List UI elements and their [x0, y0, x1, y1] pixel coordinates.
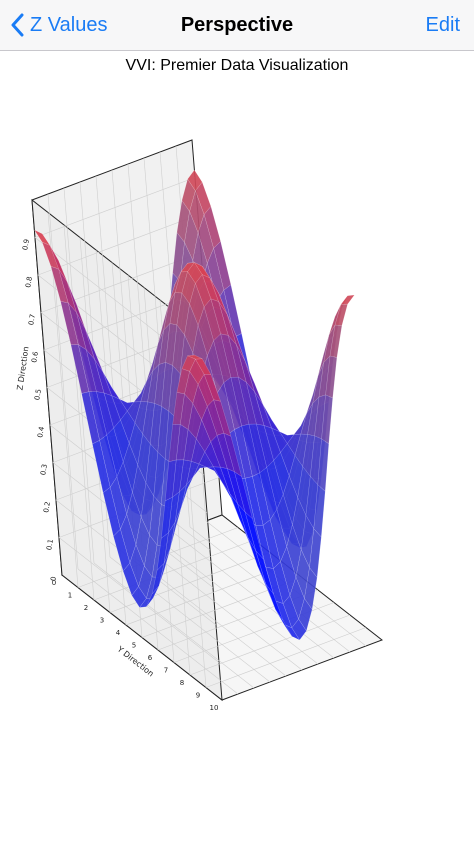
grid-line	[34, 177, 196, 238]
z-tick-label: 0	[49, 576, 58, 582]
surface-patch	[329, 324, 343, 358]
grid-line	[205, 627, 367, 688]
page-title: Perspective	[180, 14, 294, 36]
back-button-label: Z Values	[30, 13, 108, 36]
z-tick-label: 0.8	[24, 276, 34, 288]
z-tick-label: 0.1	[45, 538, 55, 550]
y-tick-label: 5	[132, 642, 136, 650]
z-tick-label: 0.6	[30, 350, 40, 363]
grid-line	[37, 214, 199, 276]
y-tick-label: 8	[180, 679, 184, 687]
surface-patch	[340, 294, 355, 305]
z-tick-label: 0.2	[42, 501, 52, 513]
y-tick-label: 7	[164, 667, 168, 675]
surface-patch	[304, 567, 318, 611]
y-tick-label: 2	[84, 604, 88, 612]
z-tick-label: 0.7	[27, 313, 37, 325]
z-tick-label: 0.4	[36, 425, 46, 438]
surface-patch	[186, 354, 203, 360]
y-tick-label: 3	[100, 617, 104, 625]
grid-line	[157, 538, 319, 665]
navigation-bar: Z Values Perspective Edit	[0, 0, 474, 51]
z-axis-title: Z Direction	[15, 346, 30, 391]
z-tick-label: 0.9	[21, 238, 31, 250]
z-tick-label: 0.5	[33, 388, 43, 400]
grid-line	[189, 614, 351, 676]
y-tick-label: 1	[68, 592, 72, 600]
y-tick-label: 6	[148, 654, 153, 662]
back-button[interactable]: Z Values	[10, 9, 107, 41]
surface-patch	[334, 303, 348, 326]
z-tick-label: 0.3	[39, 463, 49, 475]
surface-patch	[255, 550, 274, 594]
surface-patch	[234, 471, 253, 520]
surface-patch	[223, 432, 242, 477]
surface-patch	[195, 358, 212, 375]
y-tick-label: 9	[196, 692, 200, 700]
surface-mesh	[33, 169, 355, 641]
chevron-left-icon	[11, 13, 24, 37]
grid-line	[173, 532, 335, 659]
y-tick-label: 0	[52, 579, 56, 587]
surface-patch	[321, 394, 333, 445]
y-tick-label: 10	[210, 704, 219, 712]
chart-title: VVI: Premier Data Visualization	[125, 57, 349, 74]
edit-button[interactable]: Edit	[425, 14, 460, 36]
y-tick-label: 4	[116, 629, 121, 637]
